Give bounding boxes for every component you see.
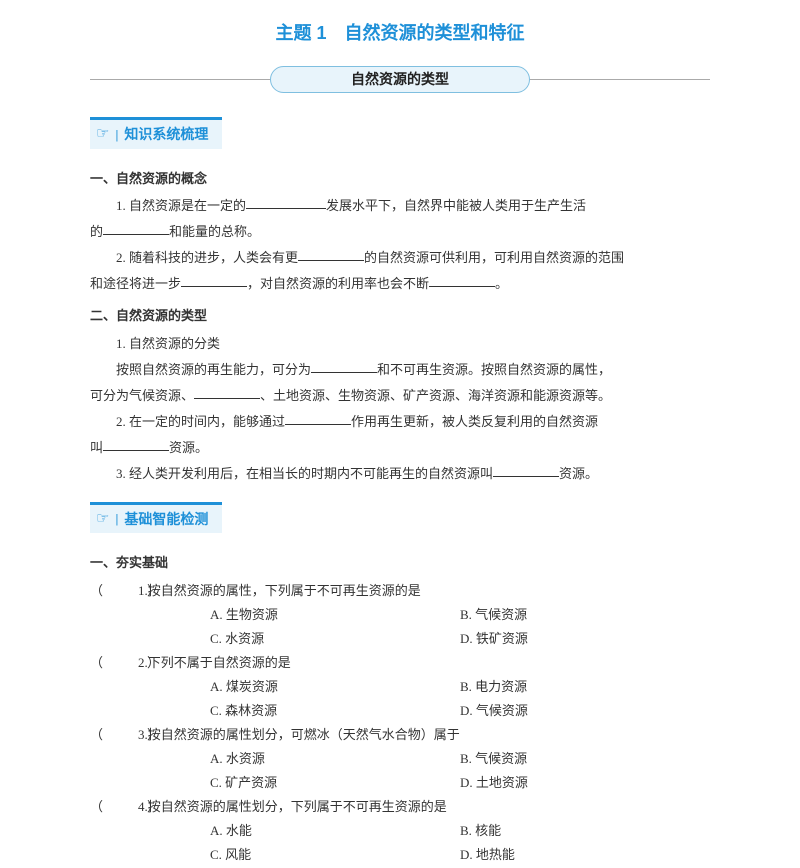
option[interactable]: C. 风能 (210, 843, 460, 867)
para-2: 2. 随着科技的进步，人类会有更 的自然资源可供利用，可利用自然资源的范围 (90, 246, 710, 270)
option[interactable]: B. 气候资源 (460, 603, 710, 627)
question-options: A. 水资源B. 气候资源C. 矿产资源D. 土地资源 (90, 747, 710, 795)
para-6: 3. 经人类开发利用后，在相当长的时期内不可能再生的自然资源叫 资源。 (90, 462, 710, 486)
blank-input[interactable] (103, 438, 169, 451)
para-4: 按照自然资源的再生能力，可分为 和不可再生资源。按照自然资源的属性， (90, 358, 710, 382)
pointing-hand-icon: ☞ (96, 123, 109, 146)
para-2-cont: 和途径将进一步 ，对自然资源的利用率也会不断 。 (90, 272, 710, 296)
option[interactable]: D. 土地资源 (460, 771, 710, 795)
text: 资源。 (559, 466, 598, 481)
text: 和不可再生资源。按照自然资源的属性， (377, 362, 611, 377)
question-text: 按自然资源的属性，下列属于不可再生资源的是 (148, 579, 710, 603)
question-options: A. 煤炭资源B. 电力资源C. 森林资源D. 气候资源 (90, 675, 710, 723)
option[interactable]: B. 气候资源 (460, 747, 710, 771)
pointing-hand-icon: ☞ (96, 508, 109, 531)
blank-input[interactable] (285, 412, 351, 425)
blank-input[interactable] (246, 196, 326, 209)
para-1: 1. 自然资源是在一定的 发展水平下，自然界中能被人类用于生产生活 (90, 194, 710, 218)
blank-input[interactable] (194, 386, 260, 399)
answer-paren[interactable]: （ ） (90, 795, 138, 819)
answer-paren[interactable]: （ ） (90, 651, 138, 675)
subtitle-box: 自然资源的类型 (270, 66, 530, 93)
text: 按照自然资源的再生能力，可分为 (116, 362, 311, 377)
section-header-test: ☞ | 基础智能检测 (90, 502, 222, 534)
blank-input[interactable] (429, 274, 495, 287)
para-3: 1. 自然资源的分类 (90, 332, 710, 356)
answer-paren[interactable]: （ ） (90, 723, 138, 747)
question-stem: （ ）2. 下列不属于自然资源的是 (90, 651, 710, 675)
question-text: 下列不属于自然资源的是 (148, 651, 710, 675)
question-text: 按自然资源的属性划分，下列属于不可再生资源的是 (148, 795, 710, 819)
para-4-cont: 可分为气候资源、 、土地资源、生物资源、矿产资源、海洋资源和能源资源等。 (90, 384, 710, 408)
text: 2. 在一定的时间内，能够通过 (116, 414, 285, 429)
text: 、土地资源、生物资源、矿产资源、海洋资源和能源资源等。 (260, 388, 611, 403)
text: 可分为气候资源、 (90, 388, 194, 403)
heading-foundation: 一、夯实基础 (90, 553, 710, 573)
text: 。 (495, 276, 508, 291)
vertical-bar-icon: | (115, 509, 118, 529)
option[interactable]: C. 矿产资源 (210, 771, 460, 795)
option[interactable]: D. 铁矿资源 (460, 627, 710, 651)
option[interactable]: C. 森林资源 (210, 699, 460, 723)
vertical-bar-icon: | (115, 125, 118, 145)
question-number: 2. (138, 651, 148, 675)
text: 的 (90, 224, 103, 239)
option[interactable]: A. 生物资源 (210, 603, 460, 627)
para-5: 2. 在一定的时间内，能够通过 作用再生更新，被人类反复利用的自然资源 (90, 410, 710, 434)
question-number: 4. (138, 795, 148, 819)
text: ，对自然资源的利用率也会不断 (247, 276, 429, 291)
blank-input[interactable] (298, 248, 364, 261)
answer-paren[interactable]: （ ） (90, 579, 138, 603)
question-text: 按自然资源的属性划分，可燃冰（天然气水合物）属于 (148, 723, 710, 747)
text: 资源。 (169, 440, 208, 455)
option[interactable]: A. 水能 (210, 819, 460, 843)
option[interactable]: B. 电力资源 (460, 675, 710, 699)
question-stem: （ ）3. 按自然资源的属性划分，可燃冰（天然气水合物）属于 (90, 723, 710, 747)
text: 的自然资源可供利用，可利用自然资源的范围 (364, 250, 624, 265)
heading-concept: 一、自然资源的概念 (90, 169, 710, 189)
text: 叫 (90, 440, 103, 455)
question-options: A. 生物资源B. 气候资源C. 水资源D. 铁矿资源 (90, 603, 710, 651)
page-title: 主题 1 自然资源的类型和特征 (90, 20, 710, 47)
text: 和途径将进一步 (90, 276, 181, 291)
section-header-knowledge: ☞ | 知识系统梳理 (90, 117, 222, 149)
option[interactable]: B. 核能 (460, 819, 710, 843)
blank-input[interactable] (311, 360, 377, 373)
question-stem: （ ）1. 按自然资源的属性，下列属于不可再生资源的是 (90, 579, 710, 603)
question-number: 1. (138, 579, 148, 603)
option[interactable]: C. 水资源 (210, 627, 460, 651)
question-options: A. 水能B. 核能C. 风能D. 地热能 (90, 819, 710, 867)
text: 2. 随着科技的进步，人类会有更 (116, 250, 298, 265)
section-header-label: 基础智能检测 (124, 509, 208, 530)
section-header-label: 知识系统梳理 (124, 124, 208, 145)
text: 发展水平下，自然界中能被人类用于生产生活 (326, 198, 586, 213)
option[interactable]: A. 煤炭资源 (210, 675, 460, 699)
question-stem: （ ）4. 按自然资源的属性划分，下列属于不可再生资源的是 (90, 795, 710, 819)
blank-input[interactable] (103, 222, 169, 235)
question-number: 3. (138, 723, 148, 747)
heading-types: 二、自然资源的类型 (90, 306, 710, 326)
para-5-cont: 叫 资源。 (90, 436, 710, 460)
option[interactable]: D. 地热能 (460, 843, 710, 867)
blank-input[interactable] (181, 274, 247, 287)
option[interactable]: A. 水资源 (210, 747, 460, 771)
text: 3. 经人类开发利用后，在相当长的时期内不可能再生的自然资源叫 (116, 466, 493, 481)
option[interactable]: D. 气候资源 (460, 699, 710, 723)
text: 和能量的总称。 (169, 224, 260, 239)
text: 作用再生更新，被人类反复利用的自然资源 (351, 414, 598, 429)
text: 1. 自然资源是在一定的 (116, 198, 246, 213)
para-1-cont: 的 和能量的总称。 (90, 220, 710, 244)
blank-input[interactable] (493, 464, 559, 477)
